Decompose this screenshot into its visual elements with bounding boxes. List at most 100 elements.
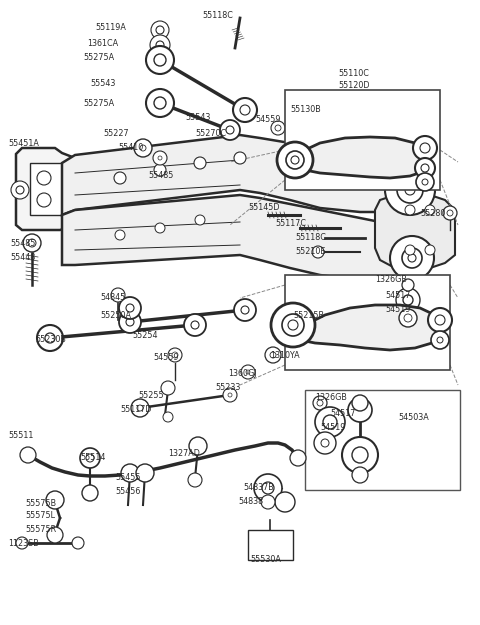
Circle shape [435, 315, 445, 325]
Circle shape [28, 239, 36, 247]
Circle shape [399, 309, 417, 327]
Circle shape [16, 186, 24, 194]
Circle shape [47, 527, 63, 543]
Circle shape [286, 151, 304, 169]
Circle shape [313, 396, 327, 410]
Text: 1361CA: 1361CA [87, 39, 118, 48]
Circle shape [168, 348, 182, 362]
Circle shape [270, 352, 276, 358]
Text: 55410: 55410 [118, 144, 143, 152]
Circle shape [161, 381, 175, 395]
Circle shape [156, 41, 164, 49]
Circle shape [80, 448, 100, 468]
Text: 55530A: 55530A [250, 556, 281, 564]
Text: 1123SB: 1123SB [8, 539, 39, 548]
Circle shape [323, 415, 337, 429]
Circle shape [126, 318, 134, 326]
Circle shape [390, 236, 434, 280]
Text: 55118C: 55118C [295, 234, 326, 242]
Circle shape [150, 35, 170, 55]
Circle shape [315, 407, 345, 437]
Text: 55575R: 55575R [25, 524, 56, 534]
Circle shape [425, 205, 435, 215]
Circle shape [146, 89, 174, 117]
Text: 55230B: 55230B [35, 336, 66, 344]
Circle shape [420, 143, 430, 153]
Text: 55120D: 55120D [338, 81, 370, 91]
Circle shape [396, 288, 420, 312]
Text: 54838: 54838 [238, 498, 263, 506]
Circle shape [317, 400, 323, 406]
Circle shape [246, 370, 250, 374]
Circle shape [82, 485, 98, 501]
Polygon shape [293, 137, 430, 178]
Text: 55543: 55543 [185, 114, 210, 122]
Text: 55575L: 55575L [25, 511, 55, 521]
Text: 1326GB: 1326GB [315, 394, 347, 402]
Text: 55118C: 55118C [202, 11, 233, 21]
Circle shape [86, 454, 94, 462]
Circle shape [265, 347, 281, 363]
Text: 55227: 55227 [103, 129, 129, 138]
Circle shape [290, 450, 306, 466]
Circle shape [402, 279, 414, 291]
Bar [285, 275, 450, 370]
Bar [285, 90, 440, 190]
Circle shape [191, 321, 199, 329]
Circle shape [428, 308, 452, 332]
Text: 55215B: 55215B [293, 311, 324, 319]
Circle shape [234, 152, 246, 164]
Circle shape [422, 179, 428, 185]
Text: 1310YA: 1310YA [270, 351, 300, 359]
Circle shape [437, 337, 443, 343]
Text: 55255: 55255 [138, 391, 164, 399]
Text: 55514: 55514 [80, 452, 106, 461]
Circle shape [416, 173, 434, 191]
Bar [305, 390, 460, 490]
Circle shape [194, 157, 206, 169]
Text: 54519: 54519 [320, 424, 346, 432]
Text: 54559: 54559 [255, 116, 280, 124]
Text: 55254: 55254 [132, 331, 157, 339]
Circle shape [149, 92, 171, 114]
Circle shape [154, 97, 166, 109]
Circle shape [275, 492, 295, 512]
Circle shape [352, 395, 368, 411]
Circle shape [151, 21, 169, 39]
Circle shape [431, 331, 449, 349]
Circle shape [254, 474, 282, 502]
Circle shape [37, 193, 51, 207]
Circle shape [119, 297, 141, 319]
Polygon shape [375, 195, 455, 268]
Circle shape [121, 464, 139, 482]
Circle shape [134, 139, 152, 157]
Circle shape [408, 254, 416, 262]
Circle shape [45, 333, 55, 343]
Circle shape [385, 165, 435, 215]
Circle shape [189, 437, 207, 455]
Circle shape [241, 365, 255, 379]
Text: 55250A: 55250A [100, 311, 131, 319]
Text: 54517: 54517 [330, 409, 355, 418]
Text: 55280: 55280 [420, 209, 445, 217]
Circle shape [20, 447, 36, 463]
Circle shape [137, 405, 143, 411]
Text: 1327AD: 1327AD [168, 449, 200, 458]
Text: 1326GB: 1326GB [375, 276, 407, 284]
Text: 1360GJ: 1360GJ [228, 369, 256, 378]
Text: 54845: 54845 [100, 294, 125, 302]
Circle shape [11, 181, 29, 199]
Circle shape [421, 164, 429, 172]
Circle shape [136, 464, 154, 482]
Circle shape [277, 142, 313, 178]
Circle shape [234, 299, 256, 321]
Circle shape [413, 136, 437, 160]
Circle shape [126, 304, 134, 312]
Circle shape [288, 320, 298, 330]
Text: 54517: 54517 [385, 291, 410, 299]
Circle shape [271, 121, 285, 135]
Circle shape [262, 482, 274, 494]
Circle shape [146, 46, 174, 74]
Circle shape [23, 234, 41, 252]
Circle shape [114, 172, 126, 184]
